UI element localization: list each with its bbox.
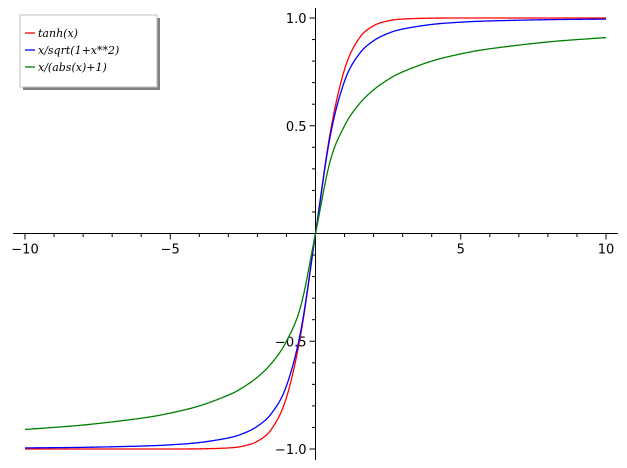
series-layer <box>24 17 607 450</box>
x-ticks: −10 −5 5 10 <box>11 233 615 258</box>
x-tick-label: −5 <box>161 243 180 258</box>
legend: tanh(x) x/sqrt(1+x**2) x/(abs(x)+1) <box>19 14 160 90</box>
y-tick-label: −1.0 <box>275 443 307 458</box>
series-line-3 <box>24 36 607 431</box>
y-tick-label: 0.5 <box>286 120 307 135</box>
legend-box <box>19 14 158 88</box>
x-tick-label: 10 <box>598 243 615 258</box>
x-tick-label: 5 <box>457 243 465 258</box>
x-tick-label: −10 <box>11 243 38 258</box>
y-tick-label: 1.0 <box>286 12 307 27</box>
y-ticks: 1.0 0.5 −0.5 −1.0 <box>275 12 316 458</box>
legend-items: tanh(x) x/sqrt(1+x**2) x/(abs(x)+1) <box>25 27 119 74</box>
legend-label: x/(abs(x)+1) <box>38 61 107 74</box>
legend-label: tanh(x) <box>38 27 78 40</box>
legend-label: x/sqrt(1+x**2) <box>38 44 119 57</box>
y-tick-label: −0.5 <box>275 335 307 350</box>
